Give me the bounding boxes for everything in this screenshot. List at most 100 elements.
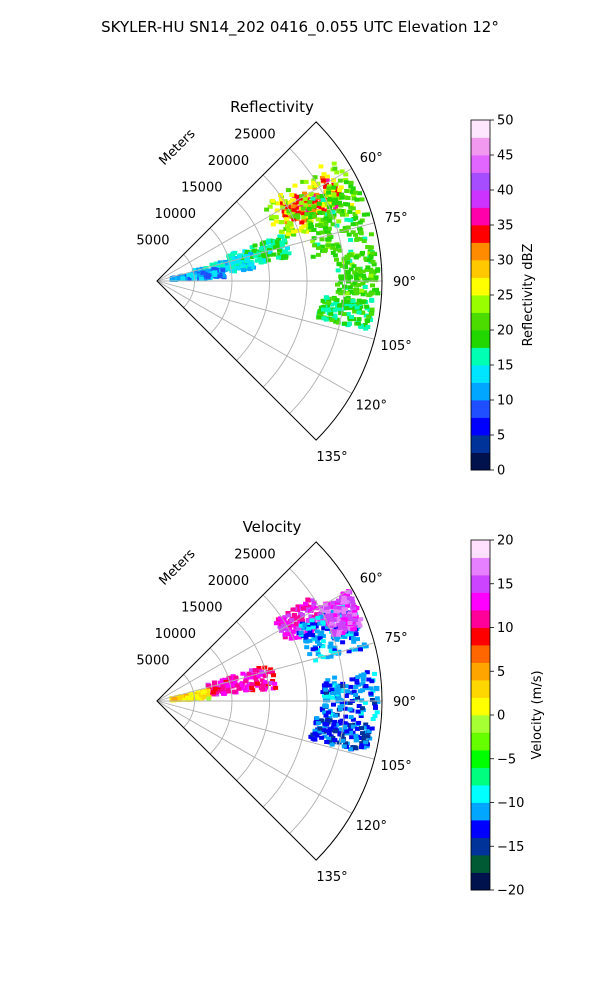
echo-cell xyxy=(224,263,230,268)
echo-cell xyxy=(363,740,369,745)
echo-cell xyxy=(344,212,349,217)
echo-cell xyxy=(324,202,330,207)
echo-cell xyxy=(364,725,370,729)
echo-cell xyxy=(339,733,345,738)
echo-cell xyxy=(214,690,220,694)
echo-cell xyxy=(341,609,347,614)
echo-cell xyxy=(246,671,252,676)
echo-cell xyxy=(312,214,317,219)
echo-cell xyxy=(273,685,279,690)
echo-cell xyxy=(328,641,334,646)
echo-cell xyxy=(289,618,295,622)
echo-cell xyxy=(348,715,354,720)
echo-cell xyxy=(367,258,372,263)
echo-cell xyxy=(299,194,305,199)
echo-cell xyxy=(372,269,378,274)
echo-cell xyxy=(366,677,372,682)
echo-cell xyxy=(343,694,349,698)
echo-region xyxy=(169,266,227,282)
echo-cell xyxy=(323,184,328,189)
echo-cell xyxy=(342,724,348,729)
echo-cell xyxy=(302,191,307,196)
echo-cell xyxy=(263,680,269,685)
echo-cell xyxy=(345,260,350,265)
echo-cell xyxy=(291,229,296,234)
echo-region xyxy=(308,716,375,752)
echo-cell xyxy=(187,276,193,281)
echo-cell xyxy=(306,204,312,209)
colorbar-swatch xyxy=(471,557,490,576)
echo-cell xyxy=(270,670,275,675)
echo-cell xyxy=(345,225,351,230)
echo-cell xyxy=(278,229,284,234)
echo-cell xyxy=(285,231,291,236)
echo-cell xyxy=(359,698,365,703)
echo-cell xyxy=(276,255,282,260)
echo-cell xyxy=(310,196,316,201)
echo-cell xyxy=(359,741,365,746)
echo-cell xyxy=(359,706,365,711)
azimuth-line xyxy=(156,700,353,814)
echo-cell xyxy=(251,248,257,253)
colorbar-tick-label: 0 xyxy=(497,709,505,724)
echo-cell xyxy=(310,736,316,741)
echo-cell xyxy=(365,245,371,249)
echo-cell xyxy=(350,222,356,227)
echo-cell xyxy=(350,303,356,308)
echo-cell xyxy=(331,681,337,686)
echo-cell xyxy=(285,246,290,251)
echo-cell xyxy=(230,252,236,257)
echo-cell xyxy=(209,262,215,267)
echo-cell xyxy=(267,252,273,257)
echo-cell xyxy=(349,203,355,207)
echo-cell xyxy=(300,619,305,623)
figure-title: SKYLER-HU SN14_202 0416_0.055 UTC Elevat… xyxy=(101,18,499,37)
echo-cell xyxy=(325,174,330,179)
echo-cell xyxy=(299,220,305,225)
echo-cell xyxy=(345,593,350,597)
echo-cell xyxy=(239,686,245,691)
echo-cell xyxy=(317,621,323,626)
echo-cell xyxy=(333,634,339,639)
echo-cell xyxy=(285,224,290,229)
echo-cell xyxy=(212,684,218,689)
echo-cell xyxy=(332,687,338,692)
echo-cell xyxy=(350,627,356,632)
echo-cell xyxy=(359,197,365,202)
echo-cell xyxy=(305,632,311,637)
echo-cell xyxy=(249,245,255,250)
echo-cell xyxy=(317,726,323,731)
echo-cell xyxy=(326,710,331,715)
echo-cell xyxy=(212,270,218,275)
echo-cell xyxy=(346,279,351,284)
echo-cell xyxy=(355,709,361,714)
echo-cell xyxy=(330,712,335,717)
echo-cell xyxy=(315,217,321,222)
echo-cell xyxy=(353,221,359,226)
echo-cell xyxy=(344,291,350,296)
echo-cell xyxy=(343,265,348,270)
echo-cell xyxy=(350,636,356,641)
echo-cell xyxy=(301,215,307,220)
echo-cell xyxy=(340,289,346,294)
echo-cell xyxy=(342,706,348,711)
echo-cell xyxy=(365,686,370,691)
echo-cell xyxy=(329,302,334,307)
echo-cell xyxy=(274,240,280,244)
echo-cell xyxy=(336,740,342,745)
echo-cell xyxy=(368,245,374,250)
echo-cell xyxy=(328,235,334,240)
echo-cell xyxy=(352,745,358,750)
echo-cell xyxy=(317,642,322,647)
angle-tick-label: 120° xyxy=(356,819,387,834)
colorbar-swatch xyxy=(471,540,490,558)
echo-cell xyxy=(317,633,323,638)
echo-cell xyxy=(327,644,333,649)
echo-cell xyxy=(357,226,362,231)
colorbar-tick-label: 25 xyxy=(497,289,514,304)
echo-cell xyxy=(220,687,226,692)
echo-cell xyxy=(279,197,284,202)
echo-cell xyxy=(326,694,332,699)
echo-cell xyxy=(340,640,346,645)
echo-cell xyxy=(320,690,326,695)
